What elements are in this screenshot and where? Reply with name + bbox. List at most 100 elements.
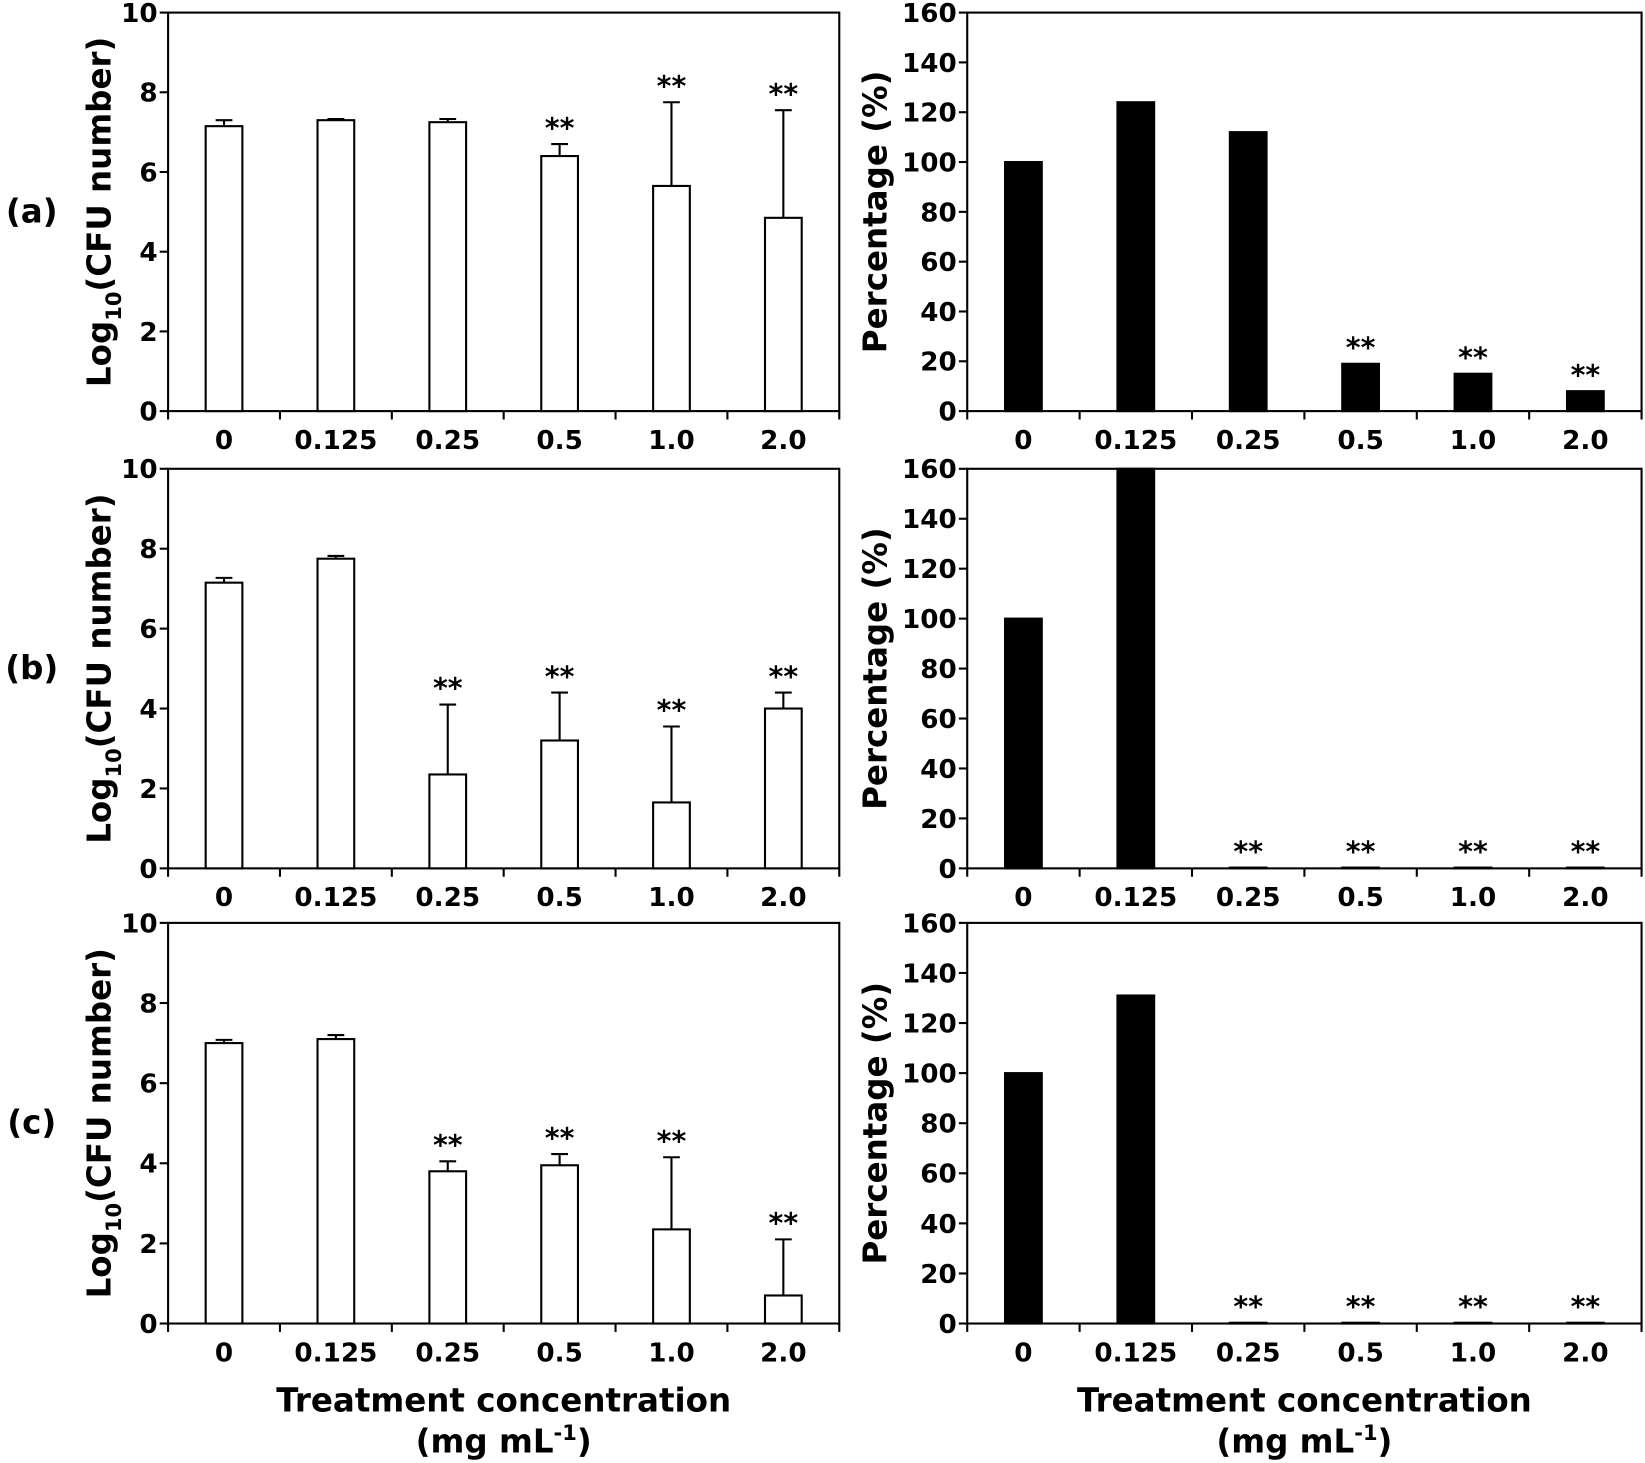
bar <box>316 557 356 870</box>
y-tick-label: 60 <box>920 1160 956 1190</box>
significance-label: ** <box>433 672 463 705</box>
y-tick-label: 4 <box>139 1150 157 1180</box>
y-tick-label: 20 <box>920 1260 956 1290</box>
y-axis-label-part: Percentage (%) <box>856 527 894 810</box>
bar <box>540 1164 580 1325</box>
y-tick-label: 4 <box>139 695 157 725</box>
x-tick-label: 0 <box>1014 1338 1032 1368</box>
bar <box>652 1228 691 1325</box>
plot-frame <box>167 467 841 870</box>
x-tick-label: 2.0 <box>760 1338 806 1368</box>
y-tick-label: 20 <box>920 805 956 835</box>
x-tick-label: 0 <box>215 1338 233 1368</box>
bar <box>1565 866 1605 870</box>
y-tick-label: 2 <box>139 318 157 348</box>
bar <box>1341 362 1380 413</box>
bar <box>652 184 691 413</box>
y-tick-label: 160 <box>902 909 957 939</box>
plot-frame <box>966 11 1643 413</box>
significance-label: ** <box>769 660 799 693</box>
x-tick-label: 0 <box>215 426 233 456</box>
x-tick-label: 2.0 <box>1562 426 1608 456</box>
bar <box>1116 994 1156 1325</box>
y-tick-label: 2 <box>139 1230 157 1260</box>
bar <box>428 121 468 413</box>
x-axis-unit: (mg mL-1) <box>416 1421 592 1461</box>
x-tick-label: 1.0 <box>1450 426 1496 456</box>
panel-label: (b) <box>5 649 58 687</box>
bar <box>204 125 244 413</box>
y-tick-label: 120 <box>902 1009 957 1039</box>
y-tick-label: 10 <box>121 0 157 29</box>
error-bar <box>774 1238 792 1296</box>
y-tick-label: 10 <box>121 455 157 485</box>
y-tick-label: 40 <box>920 1210 956 1240</box>
x-axis-label: Treatment concentration <box>1077 1382 1532 1420</box>
bar <box>1116 467 1156 870</box>
error-bar <box>215 1038 233 1044</box>
x-tick-label: 1.0 <box>648 426 694 456</box>
bar <box>763 1294 803 1325</box>
bar <box>1004 617 1043 870</box>
bar <box>316 1038 356 1325</box>
y-tick-label: 160 <box>902 0 957 29</box>
y-tick-label: 120 <box>902 99 957 129</box>
error-bar <box>774 109 792 218</box>
y-tick-label: 0 <box>139 1310 157 1340</box>
bar <box>1228 131 1268 413</box>
x-tick-label: 1.0 <box>648 1338 694 1368</box>
x-tick-label: 2.0 <box>1562 883 1608 913</box>
bar <box>1341 866 1380 870</box>
x-tick-label: 0.25 <box>1216 426 1281 456</box>
panel-label: (a) <box>6 192 58 230</box>
y-tick-label: 40 <box>920 298 956 328</box>
error-bar <box>551 1153 569 1166</box>
bar <box>428 773 468 870</box>
y-axis-label: Log10(CFU number) <box>80 37 125 387</box>
plot-frame <box>167 11 841 413</box>
error-bar <box>327 1034 345 1040</box>
y-tick-label: 140 <box>902 49 957 79</box>
significance-label: ** <box>769 1207 799 1240</box>
y-axis-label-part: Log <box>80 777 118 843</box>
significance-label: ** <box>1346 835 1376 868</box>
y-tick-label: 80 <box>920 198 956 228</box>
y-tick-label: 0 <box>939 855 957 885</box>
error-bar <box>327 554 345 559</box>
significance-label: ** <box>545 1122 575 1155</box>
bar <box>1453 866 1493 870</box>
error-bar <box>439 1160 457 1172</box>
x-tick-label: 0.125 <box>1094 426 1177 456</box>
bar <box>1228 866 1268 870</box>
x-tick-label: 0.125 <box>294 1338 377 1368</box>
y-axis-label: Log10(CFU number) <box>80 493 125 843</box>
x-tick-label: 0.25 <box>415 883 480 913</box>
x-tick-label: 0.125 <box>1094 883 1177 913</box>
y-axis-label-part: Percentage (%) <box>856 70 894 353</box>
x-tick-label: 0.25 <box>415 1338 480 1368</box>
panel-label: (c) <box>7 1104 56 1142</box>
significance-label: ** <box>545 660 575 693</box>
x-tick-label: 0.5 <box>536 883 582 913</box>
bar <box>1453 372 1493 413</box>
bar <box>763 707 803 870</box>
y-tick-label: 160 <box>902 455 957 485</box>
x-axis-label: Treatment concentration <box>276 1382 731 1420</box>
y-tick-label: 20 <box>920 348 956 378</box>
y-tick-label: 60 <box>920 705 956 735</box>
bar <box>1004 1072 1043 1325</box>
y-tick-label: 80 <box>920 655 956 685</box>
y-tick-label: 2 <box>139 775 157 805</box>
bar <box>204 581 244 870</box>
x-tick-label: 0.25 <box>1216 1338 1281 1368</box>
y-axis-label-part: Log <box>80 1232 118 1298</box>
error-bar <box>663 725 680 803</box>
y-tick-label: 8 <box>139 989 157 1019</box>
error-bar <box>663 101 680 186</box>
x-tick-label: 0.25 <box>415 426 480 456</box>
error-bar <box>439 703 457 775</box>
x-axis-unit-part: -1 <box>554 1421 577 1445</box>
y-axis-label-part: Percentage (%) <box>856 982 894 1265</box>
x-tick-label: 0.125 <box>1094 1338 1177 1368</box>
significance-label: ** <box>1571 359 1601 392</box>
